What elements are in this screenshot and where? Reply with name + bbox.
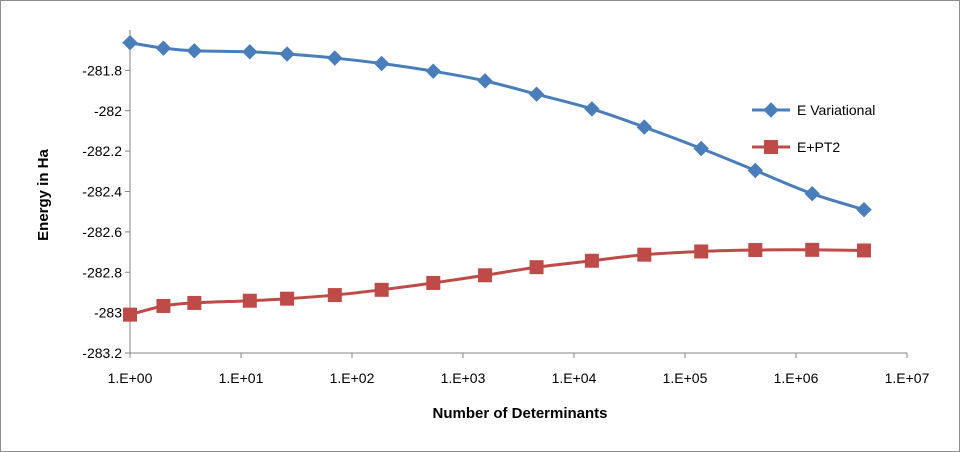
data-point: [242, 293, 257, 308]
legend-entry: E Variational: [752, 102, 875, 118]
data-point: [693, 140, 709, 157]
x-tick-label: 1.E+03: [441, 370, 486, 386]
data-point: [374, 282, 389, 297]
x-axis-title: Number of Determinants: [432, 405, 607, 422]
x-tick-label: 1.E+00: [108, 370, 153, 386]
data-point: [426, 275, 441, 290]
series-line: [129, 248, 865, 317]
data-point: [584, 101, 600, 117]
data-point: [637, 247, 652, 262]
y-tick-label: -283: [94, 305, 122, 321]
y-tick-label: -281.8: [82, 62, 122, 78]
data-point: [856, 201, 872, 218]
legend: E Variational E+PT2: [752, 102, 875, 155]
data-point: [478, 268, 493, 283]
y-tick-label: -282.4: [82, 184, 122, 200]
x-tick-label: 1.E+05: [663, 370, 708, 386]
x-tick-label: 1.E+06: [774, 370, 819, 386]
data-point: [584, 253, 599, 268]
data-point: [186, 43, 203, 59]
series-line: [129, 41, 865, 212]
x-tick-label: 1.E+01: [219, 370, 264, 386]
y-tick-label: -283.2: [82, 345, 122, 361]
y-tick-label: -282.2: [82, 143, 122, 159]
data-point: [155, 40, 172, 56]
legend-entry: E+PT2: [752, 139, 840, 155]
data-point: [122, 35, 138, 51]
y-axis-title: Energy in Ha: [35, 149, 52, 241]
legend-swatch-marker: [763, 102, 779, 118]
y-tick-label: -282: [94, 103, 122, 119]
data-point: [748, 243, 763, 258]
data-point: [373, 55, 390, 72]
x-axis-ticks: 1.E+00 1.E+01 1.E+02 1.E+03 1.E+04 1.E+05 1.E+…: [108, 353, 930, 386]
legend-label: E+PT2: [797, 139, 840, 155]
data-point: [187, 295, 202, 310]
x-tick-label: 1.E+04: [552, 370, 597, 386]
legend-swatch-marker: [764, 140, 778, 154]
y-tick-label: -282.6: [82, 224, 122, 240]
data-point: [636, 119, 653, 135]
series-e-variational: [122, 35, 872, 218]
series-layer: [122, 35, 872, 322]
data-point: [425, 63, 442, 79]
data-point: [156, 298, 171, 313]
data-point: [857, 243, 872, 258]
y-axis-ticks: -281.8 -282 -282.2 -282.4 -282.6 -282.8 -283 -2…: [82, 62, 130, 361]
y-tick-label: -282.8: [82, 264, 122, 280]
data-point: [805, 242, 820, 257]
data-point: [529, 260, 544, 275]
data-point: [747, 162, 764, 179]
data-point: [327, 288, 342, 303]
legend-label: E Variational: [797, 102, 875, 118]
x-tick-label: 1.E+07: [885, 370, 930, 386]
series-e-pt2: [123, 242, 872, 322]
data-point: [242, 44, 258, 60]
data-point: [528, 86, 545, 102]
data-point: [327, 50, 343, 66]
data-point: [694, 244, 709, 259]
data-point: [280, 291, 295, 306]
data-point: [279, 46, 295, 62]
x-tick-label: 1.E+02: [330, 370, 375, 386]
data-point: [477, 73, 493, 89]
data-point: [123, 307, 137, 322]
data-point: [804, 186, 820, 202]
